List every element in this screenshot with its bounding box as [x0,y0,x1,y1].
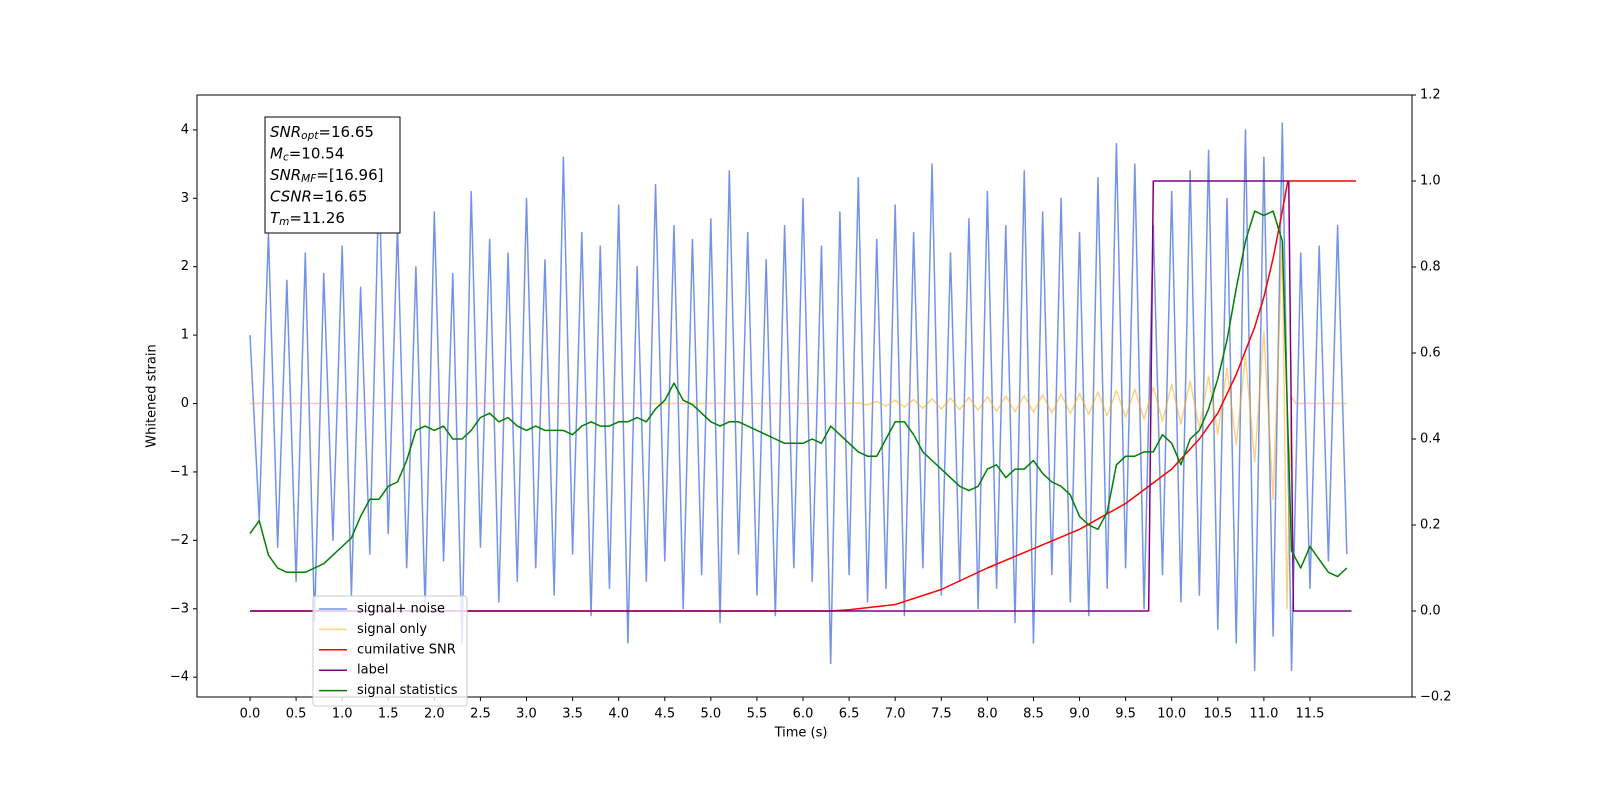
y2-tick-label: 0.6 [1420,346,1441,361]
y-axis-label: Whitened strain [145,344,160,447]
x-tick-label: 6.0 [793,707,814,722]
x-tick-label: 4.0 [608,707,629,722]
series-line [250,180,1357,612]
annotation-line: SNRopt=16.65 [270,123,374,143]
annotation-subscript: opt [301,130,319,142]
annotation-value: =11.26 [289,209,345,227]
annotation-subscript: m [279,216,289,228]
y2-tick-label: −0.2 [1420,690,1452,705]
x-tick-label: 0.0 [240,707,261,722]
y-tick-label: 4 [181,122,189,137]
annotation-subscript: MF [301,173,317,185]
y2-tick-label: 1.2 [1420,88,1441,103]
annotation-line: CSNR=16.65 [270,187,367,205]
x-tick-label: 2.0 [424,707,445,722]
x-tick-label: 0.5 [286,707,307,722]
x-tick-label: 4.5 [654,707,675,722]
y2-tick-label: 0.2 [1420,518,1441,533]
annotation-value: =[16.96] [316,166,383,184]
legend-label: cumilative SNR [357,642,456,657]
x-tick-label: 8.0 [977,707,998,722]
y-tick-label: −3 [170,601,189,616]
annotation-value: =16.65 [312,187,368,205]
y2-tick-label: 0.8 [1420,260,1441,275]
annotation-symbol: T [270,209,281,227]
series-line [250,180,1352,612]
annotation-line: Mc=10.54 [270,144,344,164]
y-tick-label: −2 [170,533,189,548]
x-tick-label: 10.0 [1157,707,1186,722]
x-tick-label: 1.5 [378,707,399,722]
legend-box [312,595,468,707]
y-tick-label: 3 [181,191,189,206]
series-line [249,210,1348,578]
x-tick-label: 3.5 [562,707,583,722]
legend-label: signal statistics [357,683,458,698]
x-tick-label: 5.5 [747,707,768,722]
y-tick-label: −4 [170,670,189,685]
legend-label: signal+ noise [357,602,445,617]
annotation-subscript: c [283,152,289,164]
x-tick-label: 2.5 [470,707,491,722]
annotation-symbol: M [270,144,283,162]
legend-label: label [357,663,388,678]
axes-frame [196,94,1413,698]
x-tick-label: 9.0 [1069,707,1090,722]
x-tick-label: 1.0 [332,707,353,722]
annotation-symbol: SNR [270,166,301,184]
annotation-line: Tm=11.26 [270,209,345,229]
y-tick-label: −1 [170,464,189,479]
annotation-box [264,116,401,234]
y2-tick-label: 0.0 [1420,604,1441,619]
x-tick-label: 5.0 [701,707,722,722]
y2-tick-label: 0.4 [1420,432,1441,447]
x-tick-label: 7.0 [885,707,906,722]
annotation-value: =10.54 [289,144,345,162]
x-tick-label: 7.5 [931,707,952,722]
series-line [250,238,1347,610]
y-tick-label: 1 [181,328,189,343]
annotation-line: SNRMF=[16.96] [270,166,384,186]
annotation-symbol: CSNR [270,187,312,205]
x-tick-label: 11.0 [1249,707,1278,722]
legend-label: signal only [357,622,427,637]
y-tick-label: 0 [181,396,189,411]
x-tick-label: 6.5 [839,707,860,722]
y2-tick-label: 1.0 [1420,174,1441,189]
annotation-symbol: SNR [270,123,301,141]
annotation-value: =16.65 [318,123,374,141]
y-tick-label: 2 [181,259,189,274]
x-tick-label: 3.0 [516,707,537,722]
x-tick-label: 8.5 [1023,707,1044,722]
series-line [249,122,1348,672]
x-axis-label: Time (s) [774,726,828,741]
x-tick-label: 10.5 [1203,707,1232,722]
x-tick-label: 9.5 [1115,707,1136,722]
x-tick-label: 11.5 [1295,707,1324,722]
